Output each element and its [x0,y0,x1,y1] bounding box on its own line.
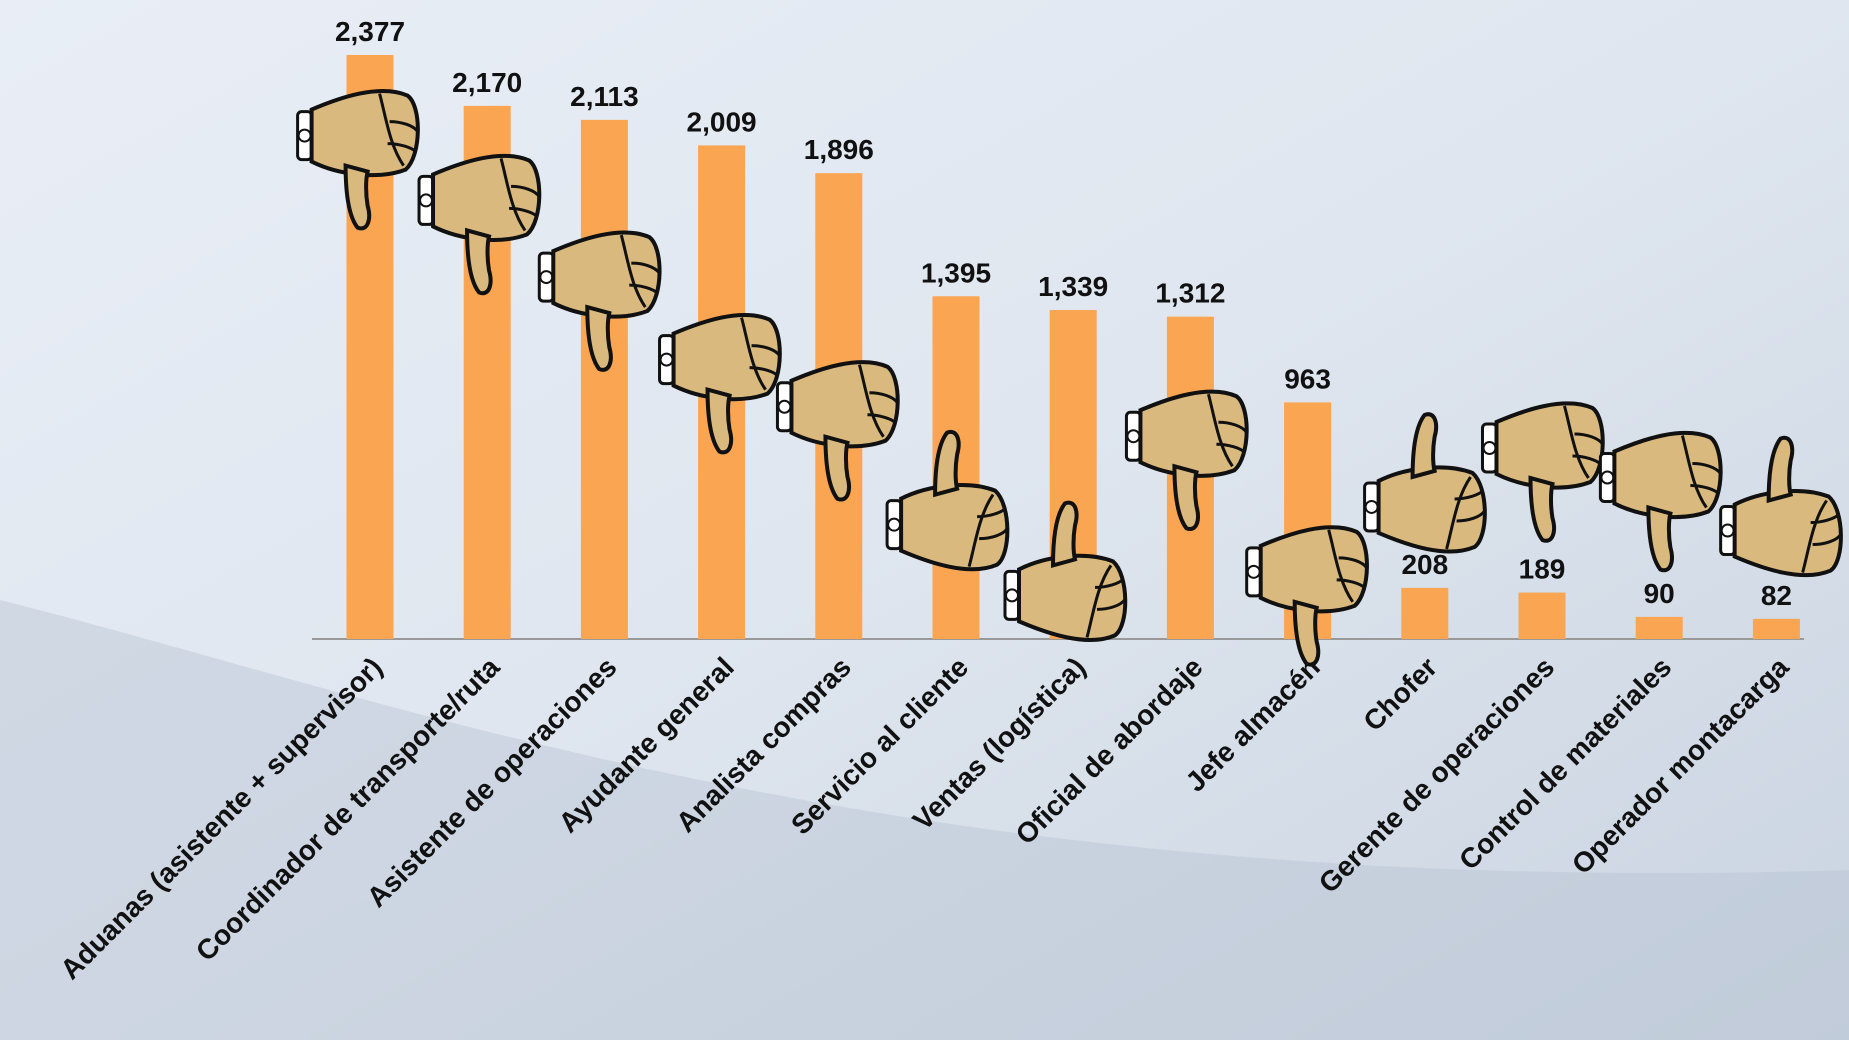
value-label: 2,377 [335,16,405,47]
value-label: 1,896 [804,134,874,165]
value-label: 189 [1519,554,1566,585]
value-label: 963 [1284,363,1331,394]
value-label: 208 [1401,549,1448,580]
bar [1519,593,1566,639]
value-label: 90 [1644,578,1675,609]
chart: 2,377Aduanas (asistente + supervisor)2,1… [0,0,1849,1040]
value-label: 1,395 [921,257,991,288]
value-label: 2,113 [570,81,639,112]
bar [1753,619,1800,639]
value-label: 2,009 [687,106,757,137]
bar [1401,588,1448,639]
bar [1636,617,1683,639]
bar [581,120,628,639]
value-label: 1,339 [1038,271,1108,302]
value-label: 1,312 [1155,278,1225,309]
value-label: 2,170 [452,67,522,98]
value-label: 82 [1761,580,1792,611]
page: 2,377Aduanas (asistente + supervisor)2,1… [0,0,1849,1040]
